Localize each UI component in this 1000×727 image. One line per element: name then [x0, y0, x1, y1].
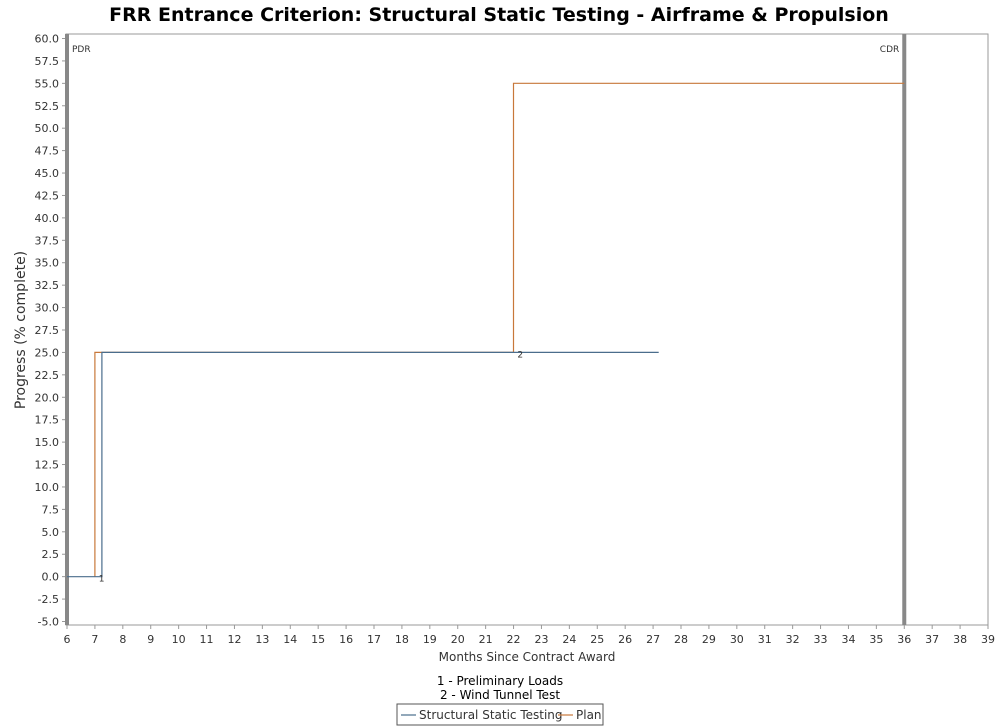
- x-tick-label: 32: [786, 633, 800, 646]
- chart-title: FRR Entrance Criterion: Structural Stati…: [109, 4, 889, 26]
- y-tick-label: 30.0: [35, 302, 60, 315]
- y-tick-label: 32.5: [35, 279, 60, 292]
- legend-box: [396, 703, 604, 726]
- milestone-label-cdr: CDR: [880, 45, 899, 55]
- x-tick-label: 29: [702, 633, 716, 646]
- y-tick-label: 52.5: [35, 100, 60, 113]
- y-tick-label: 60.0: [35, 33, 60, 46]
- y-tick-label: 47.5: [35, 145, 60, 158]
- x-tick-label: 8: [119, 633, 126, 646]
- x-tick-label: 6: [64, 633, 71, 646]
- x-tick-label: 17: [367, 633, 381, 646]
- y-tick-label: 2.5: [42, 548, 60, 561]
- x-tick-label: 33: [814, 633, 828, 646]
- x-tick-label: 21: [479, 633, 493, 646]
- y-tick-label: 5.0: [42, 526, 60, 539]
- y-tick-label: 27.5: [35, 324, 60, 337]
- x-tick-label: 38: [953, 633, 967, 646]
- x-tick-label: 13: [255, 633, 269, 646]
- x-tick-label: 11: [200, 633, 214, 646]
- x-tick-label: 25: [590, 633, 604, 646]
- x-axis-ticks: 6 7 8 9 10 11 12 13 14 15 16 17 18 19 20 21 22 23 24 25 26 27…: [64, 625, 995, 646]
- x-tick-label: 19: [423, 633, 437, 646]
- x-tick-label: 9: [147, 633, 154, 646]
- y-tick-label: 50.0: [35, 122, 60, 135]
- y-tick-label: 45.0: [35, 167, 60, 180]
- y-tick-label: 40.0: [35, 212, 60, 225]
- x-tick-label: 35: [869, 633, 883, 646]
- plot-area: [65, 33, 989, 626]
- y-tick-label: -2.5: [38, 593, 59, 606]
- x-axis-label: Months Since Contract Award: [439, 650, 616, 664]
- x-tick-label: 20: [451, 633, 465, 646]
- y-tick-label: 25.0: [35, 346, 60, 359]
- point-marker-2: 2: [517, 350, 523, 360]
- y-tick-label: 42.5: [35, 189, 60, 202]
- note-1: 1 - Preliminary Loads: [437, 674, 563, 688]
- y-tick-label: 15.0: [35, 436, 60, 449]
- legend: Structural Static Testing Plan: [396, 703, 604, 726]
- x-tick-label: 31: [758, 633, 772, 646]
- x-tick-label: 37: [925, 633, 939, 646]
- milestone-label-pdr: PDR: [72, 45, 91, 55]
- x-tick-label: 36: [897, 633, 911, 646]
- x-tick-label: 22: [507, 633, 521, 646]
- y-axis-label: Progress (% complete): [13, 251, 29, 409]
- y-tick-label: 17.5: [35, 414, 60, 427]
- note-2: 2 - Wind Tunnel Test: [440, 688, 560, 702]
- y-tick-label: 22.5: [35, 369, 60, 382]
- x-tick-label: 23: [534, 633, 548, 646]
- y-tick-label: 7.5: [42, 503, 60, 516]
- y-tick-label: 12.5: [35, 459, 60, 472]
- x-tick-label: 18: [395, 633, 409, 646]
- x-tick-label: 26: [618, 633, 632, 646]
- x-tick-label: 15: [311, 633, 325, 646]
- y-tick-label: 0.0: [42, 571, 60, 584]
- series-lines: [67, 82, 905, 578]
- y-tick-label: 55.0: [35, 77, 60, 90]
- point-markers: 12: [99, 350, 523, 584]
- x-tick-label: 34: [841, 633, 855, 646]
- legend-label-plan: Plan: [576, 708, 602, 722]
- x-tick-label: 39: [981, 633, 995, 646]
- y-tick-label: 10.0: [35, 481, 60, 494]
- y-tick-label: 35.0: [35, 257, 60, 270]
- x-tick-label: 10: [172, 633, 186, 646]
- y-tick-label: 37.5: [35, 234, 60, 247]
- x-tick-label: 28: [674, 633, 688, 646]
- y-axis-ticks: -5.0 -2.5 0.0 2.5 5.0 7.5 10.0 12.5 15.0 17.5 20.0…: [35, 33, 66, 629]
- legend-label-structural-static-testing: Structural Static Testing: [419, 708, 563, 722]
- series-line-structural-static-testing: [67, 351, 659, 578]
- x-tick-label: 27: [646, 633, 660, 646]
- x-tick-label: 16: [339, 633, 353, 646]
- x-tick-label: 7: [91, 633, 98, 646]
- y-tick-label: -5.0: [38, 616, 59, 629]
- milestone-lines: PDR CDR: [65, 34, 907, 625]
- y-tick-label: 57.5: [35, 55, 60, 68]
- y-tick-label: 20.0: [35, 391, 60, 404]
- x-tick-label: 14: [283, 633, 297, 646]
- point-marker-1: 1: [99, 575, 105, 585]
- x-tick-label: 30: [730, 633, 744, 646]
- x-tick-label: 12: [227, 633, 241, 646]
- x-tick-label: 24: [562, 633, 576, 646]
